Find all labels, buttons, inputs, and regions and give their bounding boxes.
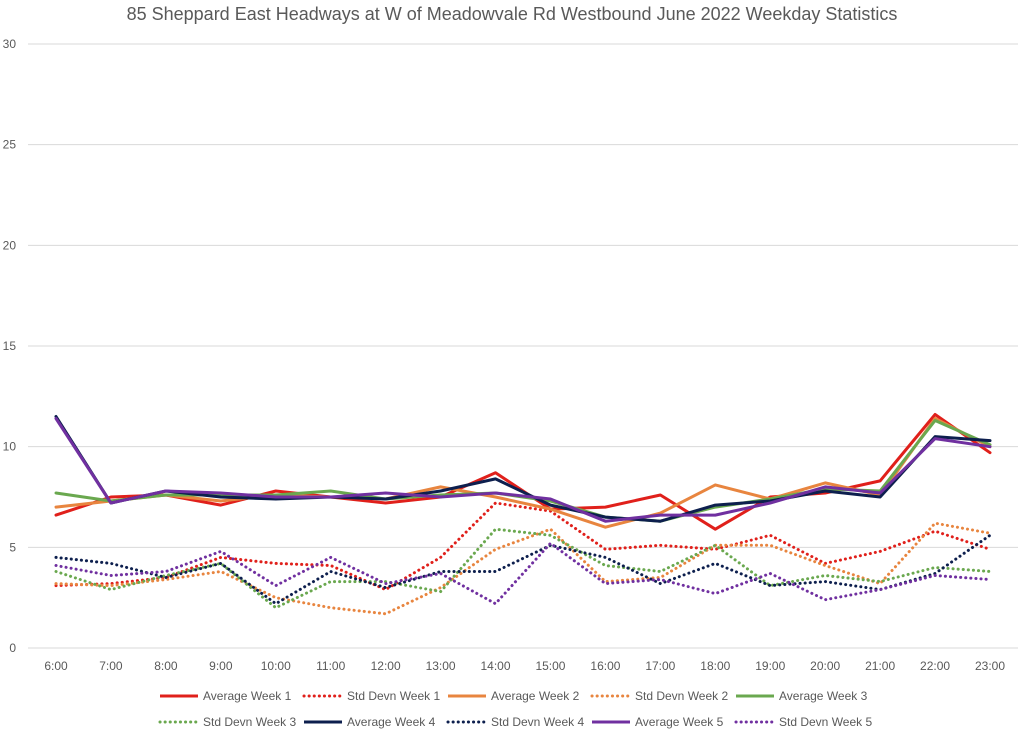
y-tick-label: 15	[3, 339, 17, 353]
legend-label: Average Week 5	[635, 715, 724, 729]
series-line-std-devn-week-5	[54, 541, 992, 606]
y-tick-label: 20	[3, 238, 17, 252]
x-tick-label: 11:00	[316, 659, 345, 673]
x-tick-label: 10:00	[261, 659, 291, 673]
x-tick-label: 21:00	[865, 659, 895, 673]
legend-label: Average Week 3	[779, 689, 868, 703]
series-line-average-week-4	[54, 415, 992, 523]
legend-label: Average Week 4	[347, 715, 436, 729]
y-tick-label: 25	[3, 138, 17, 152]
x-tick-label: 18:00	[700, 659, 730, 673]
y-tick-label: 5	[9, 540, 16, 554]
legend-label: Average Week 1	[203, 689, 292, 703]
y-axis-tick-labels: 0 5 10 15 20 25 30	[3, 37, 17, 655]
series-line-average-week-3	[54, 419, 992, 523]
series-lines	[54, 413, 992, 616]
gridlines	[28, 43, 1018, 649]
x-tick-label: 15:00	[535, 659, 565, 673]
x-tick-label: 20:00	[810, 659, 840, 673]
x-tick-label: 7:00	[99, 659, 123, 673]
legend-label: Std Devn Week 1	[347, 689, 440, 703]
legend-label: Std Devn Week 2	[635, 689, 728, 703]
x-tick-label: 17:00	[645, 659, 675, 673]
x-tick-label: 9:00	[209, 659, 233, 673]
y-tick-label: 10	[3, 440, 17, 454]
x-tick-label: 22:00	[920, 659, 950, 673]
legend-label: Std Devn Week 4	[491, 715, 584, 729]
y-tick-label: 0	[9, 641, 16, 655]
series-line-average-week-1	[54, 413, 992, 531]
x-axis-tick-labels: 6:00 7:00 8:00 9:00 10:00 11:00 12:00 13:00 14:0…	[44, 659, 1005, 673]
legend-label: Average Week 2	[491, 689, 580, 703]
legend-label: Std Devn Week 3	[203, 715, 296, 729]
x-tick-label: 14:00	[481, 659, 511, 673]
x-tick-label: 16:00	[590, 659, 620, 673]
series-line-average-week-5	[54, 417, 992, 523]
legend: Average Week 1 Std Devn Week 1 Average Wee…	[158, 689, 872, 729]
y-tick-label: 30	[3, 37, 17, 51]
x-tick-label: 19:00	[755, 659, 785, 673]
series-line-std-devn-week-4	[54, 533, 992, 606]
series-line-average-week-2	[54, 417, 992, 529]
x-tick-label: 23:00	[975, 659, 1005, 673]
x-tick-label: 13:00	[426, 659, 456, 673]
x-tick-label: 8:00	[154, 659, 178, 673]
series-line-std-devn-week-2	[54, 521, 992, 616]
chart-title: 85 Sheppard East Headways at W of Meadow…	[127, 4, 898, 24]
x-tick-label: 12:00	[371, 659, 401, 673]
series-line-std-devn-week-1	[54, 501, 992, 592]
x-tick-label: 6:00	[44, 659, 68, 673]
legend-label: Std Devn Week 5	[779, 715, 872, 729]
